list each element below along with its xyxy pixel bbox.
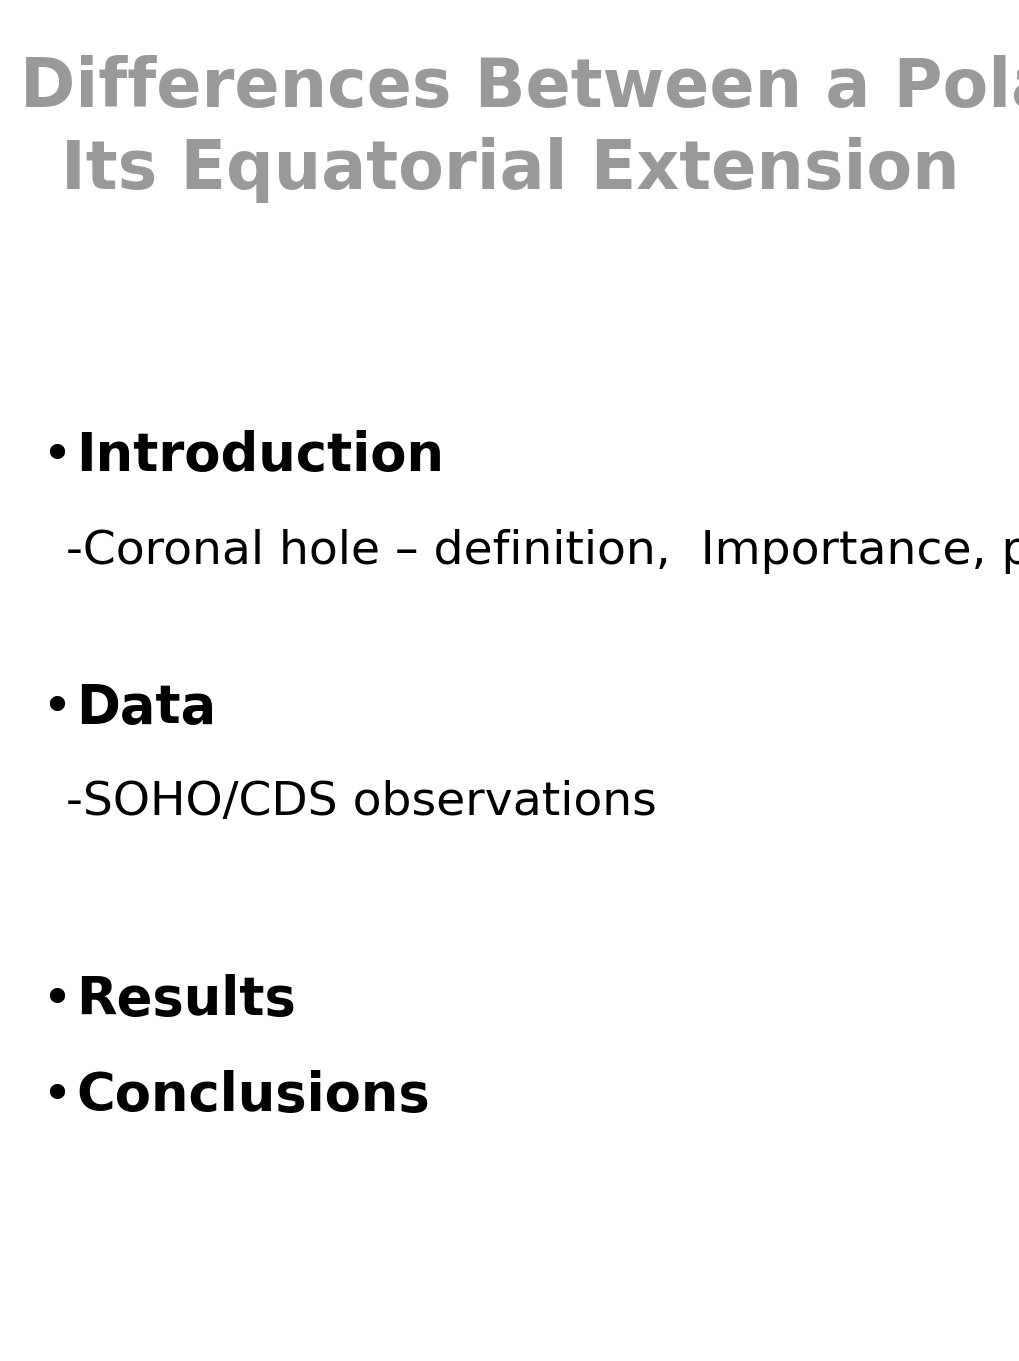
Text: Data: Data	[76, 682, 216, 734]
Text: •: •	[41, 430, 71, 482]
Text: Introduction: Introduction	[76, 430, 444, 482]
Text: •: •	[41, 682, 71, 734]
Text: •: •	[41, 974, 71, 1026]
Text: Differences Between a Polar Coronal Hole and: Differences Between a Polar Coronal Hole…	[20, 56, 1019, 121]
Text: Its Equatorial Extension: Its Equatorial Extension	[60, 137, 959, 203]
Text: Results: Results	[76, 974, 297, 1026]
Text: -Coronal hole – definition,  Importance, properties: -Coronal hole – definition, Importance, …	[66, 528, 1019, 574]
Text: Conclusions: Conclusions	[76, 1070, 430, 1121]
Text: -SOHO/CDS observations: -SOHO/CDS observations	[66, 780, 656, 826]
Text: •: •	[41, 1070, 71, 1121]
